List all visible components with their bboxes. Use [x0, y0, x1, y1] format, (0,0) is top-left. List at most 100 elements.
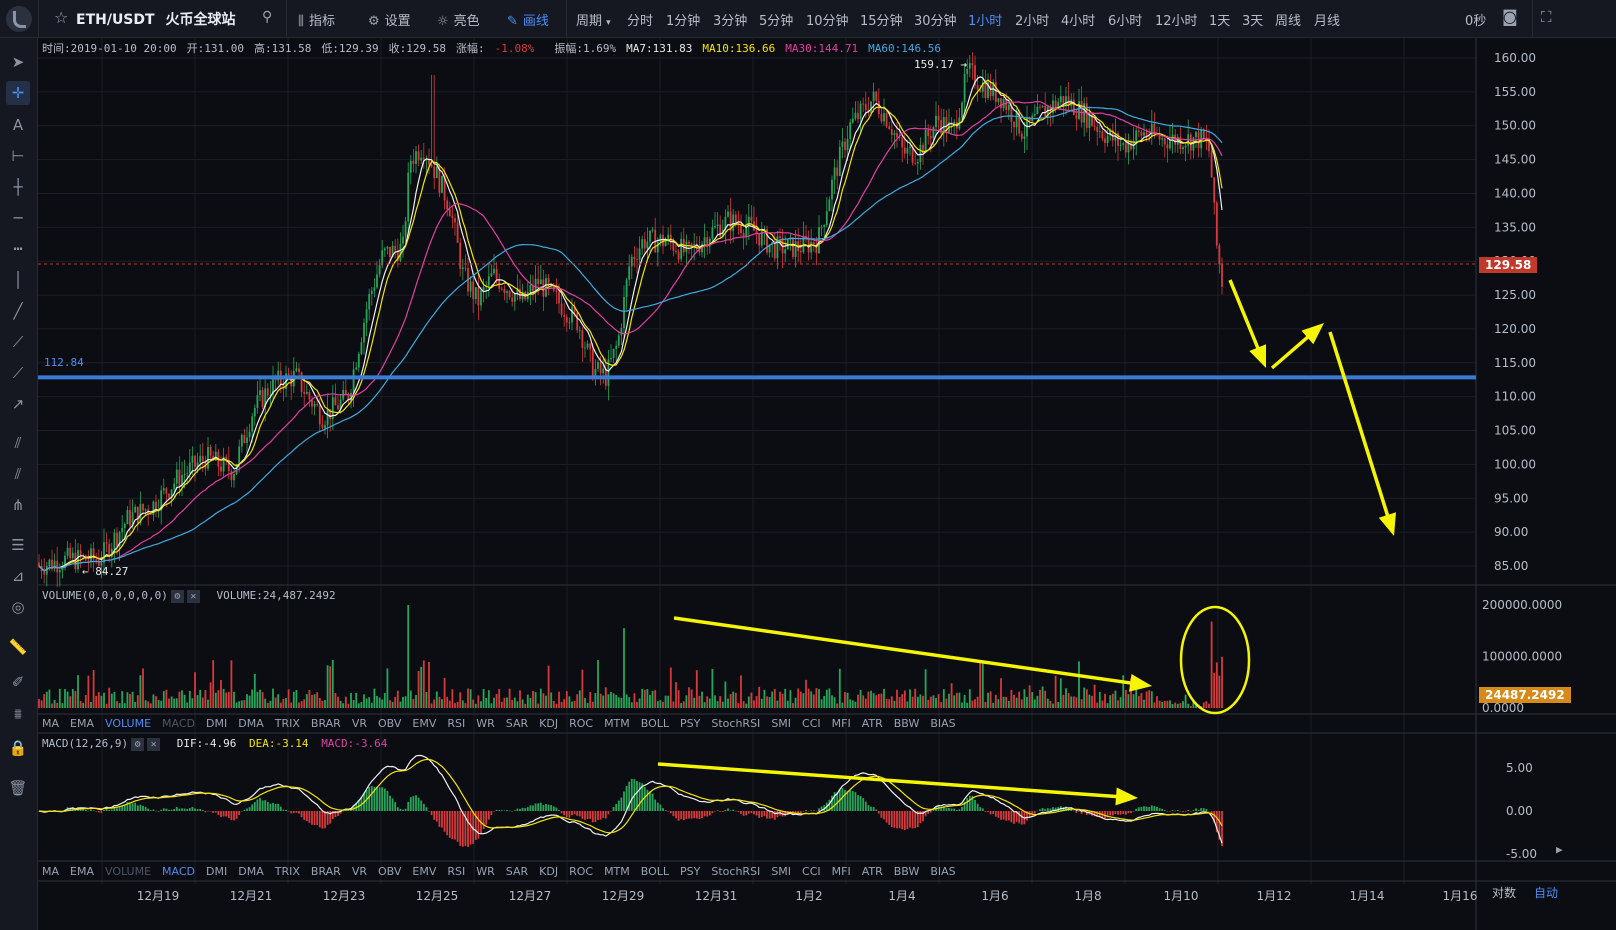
indicator-tab-emv[interactable]: EMV	[412, 717, 437, 730]
indicator-tab-volume[interactable]: VOLUME	[104, 717, 152, 730]
indicator-tab-mtm[interactable]: MTM	[604, 717, 630, 730]
period-item[interactable]: 12小时	[1155, 14, 1198, 29]
indicator-tab-atr[interactable]: ATR	[861, 717, 883, 730]
indicator-tab-mfi[interactable]: MFI	[831, 717, 851, 730]
indicator-tab-stochrsi[interactable]: StochRSI	[711, 717, 761, 730]
indicator-tab-kdj[interactable]: KDJ	[539, 717, 559, 730]
favorite-star-icon[interactable]: ☆	[54, 8, 69, 27]
parallel-channel-icon[interactable]: ⫽	[14, 434, 22, 452]
pattern-icon[interactable]: ⩩	[13, 705, 22, 723]
period-dropdown[interactable]: 周期 ▾	[576, 14, 611, 29]
scroll-right-icon[interactable]: ▶	[1556, 843, 1563, 856]
lock-icon[interactable]: 🔒	[8, 739, 28, 757]
crosshair-icon[interactable]: ✛	[6, 81, 30, 105]
indicator-button[interactable]: ⫼ 指标	[298, 14, 335, 29]
period-item[interactable]: 3分钟	[713, 14, 748, 29]
indicator-tab-brar[interactable]: BRAR	[310, 865, 341, 878]
close-icon[interactable]: ✕	[186, 589, 200, 603]
auto-scale-toggle[interactable]: 自动	[1534, 886, 1559, 900]
indicator-tab-rsi[interactable]: RSI	[447, 717, 466, 730]
indicator-tab-trix[interactable]: TRIX	[274, 865, 300, 878]
indicator-tab-dma[interactable]: DMA	[238, 717, 264, 730]
indicator-tab-roc[interactable]: ROC	[569, 865, 594, 878]
indicator-tab-macd[interactable]: MACD	[162, 717, 196, 730]
indicator-tab-mtm[interactable]: MTM	[604, 865, 630, 878]
gear-icon[interactable]: ⚙	[170, 589, 184, 603]
fibonacci-icon[interactable]: ☰	[11, 536, 25, 554]
period-item[interactable]: 6小时	[1108, 14, 1143, 29]
period-item[interactable]: 10分钟	[806, 14, 849, 29]
indicator-tab-wr[interactable]: WR	[476, 717, 495, 730]
indicator-tab-bias[interactable]: BIAS	[930, 865, 956, 878]
period-item[interactable]: 2小时	[1015, 14, 1050, 29]
indicator-tab-macd[interactable]: MACD	[162, 865, 196, 878]
horizontal-ray-icon[interactable]: ─	[13, 209, 23, 227]
cursor-arrow-icon[interactable]: ➤	[11, 53, 25, 71]
indicator-tab-atr[interactable]: ATR	[861, 865, 883, 878]
indicator-tab-dmi[interactable]: DMI	[206, 717, 228, 730]
indicator-tab-ma[interactable]: MA	[42, 865, 60, 878]
indicator-tab-mfi[interactable]: MFI	[831, 865, 851, 878]
indicator-tab-bbw[interactable]: BBW	[893, 865, 920, 878]
indicator-tab-vr[interactable]: VR	[351, 865, 367, 878]
indicator-tab-cci[interactable]: CCI	[802, 865, 821, 878]
draw-line-button[interactable]: ✎ 画线	[507, 14, 549, 29]
indicator-tab-psy[interactable]: PSY	[680, 717, 701, 730]
horizontal-segment-icon[interactable]: ⊢	[11, 147, 25, 165]
period-item[interactable]: 3天	[1242, 14, 1264, 29]
indicator-tab-psy[interactable]: PSY	[680, 865, 701, 878]
indicator-tab-kdj[interactable]: KDJ	[539, 865, 559, 878]
period-item[interactable]: 月线	[1314, 14, 1341, 29]
period-item[interactable]: 4小时	[1061, 14, 1096, 29]
indicator-tab-rsi[interactable]: RSI	[447, 865, 466, 878]
period-item[interactable]: 5分钟	[759, 14, 794, 29]
settings-button[interactable]: ⚙ 设置	[368, 14, 411, 29]
indicator-tab-wr[interactable]: WR	[476, 865, 495, 878]
period-item[interactable]: 30分钟	[914, 14, 957, 29]
indicator-tab-obv[interactable]: OBV	[378, 865, 402, 878]
segment-icon[interactable]: ⟋	[12, 364, 24, 382]
indicator-tab-stochrsi[interactable]: StochRSI	[711, 865, 761, 878]
period-item[interactable]: 周线	[1275, 14, 1302, 29]
log-scale-toggle[interactable]: 对数	[1492, 886, 1517, 900]
indicator-tab-sar[interactable]: SAR	[505, 865, 529, 878]
indicator-tab-cci[interactable]: CCI	[802, 717, 821, 730]
indicator-tab-obv[interactable]: OBV	[378, 717, 402, 730]
pitchfork-icon[interactable]: ⋔	[11, 496, 25, 514]
trash-icon[interactable]: 🗑	[8, 779, 28, 797]
indicator-tab-brar[interactable]: BRAR	[310, 717, 341, 730]
indicator-tab-boll[interactable]: BOLL	[640, 865, 670, 878]
indicator-tab-bbw[interactable]: BBW	[893, 717, 920, 730]
indicator-tab-vr[interactable]: VR	[351, 717, 367, 730]
fullscreen-icon[interactable]: ⛶	[1541, 8, 1552, 26]
price-line-icon[interactable]: ┅	[13, 240, 23, 258]
indicator-tab-smi[interactable]: SMI	[771, 865, 792, 878]
period-item[interactable]: 分时	[627, 14, 654, 29]
search-icon[interactable]: ⚲	[262, 9, 273, 25]
indicator-tab-ma[interactable]: MA	[42, 717, 60, 730]
indicator-tab-ema[interactable]: EMA	[70, 717, 94, 730]
brush-icon[interactable]: ✐	[11, 673, 25, 691]
vertical-line-icon[interactable]: │	[13, 271, 23, 289]
indicator-tab-volume[interactable]: VOLUME	[104, 865, 152, 878]
indicator-tab-boll[interactable]: BOLL	[640, 717, 670, 730]
hline-price-label[interactable]: 112.84	[44, 356, 84, 369]
camera-icon[interactable]: ◙	[1502, 7, 1518, 26]
kline-chart[interactable]: 160.00155.00150.00145.00140.00135.00130.…	[38, 38, 1616, 930]
indicator-tab-ema[interactable]: EMA	[70, 865, 94, 878]
brightness-button[interactable]: ☼ 亮色	[437, 14, 480, 29]
period-item[interactable]: 15分钟	[860, 14, 903, 29]
indicator-tab-sar[interactable]: SAR	[505, 717, 529, 730]
indicator-tab-trix[interactable]: TRIX	[274, 717, 300, 730]
indicator-tab-dma[interactable]: DMA	[238, 865, 264, 878]
indicator-tab-smi[interactable]: SMI	[771, 717, 792, 730]
period-item[interactable]: 1天	[1209, 14, 1231, 29]
period-item-active[interactable]: 1小时	[968, 14, 1003, 29]
period-item[interactable]: 1分钟	[666, 14, 701, 29]
indicator-tab-roc[interactable]: ROC	[569, 717, 594, 730]
indicator-tab-dmi[interactable]: DMI	[206, 865, 228, 878]
price-channel-icon[interactable]: ⫽	[14, 465, 22, 483]
gear-icon[interactable]: ⚙	[131, 737, 145, 751]
horizontal-line-icon[interactable]: ┼	[13, 178, 23, 196]
ruler-icon[interactable]: 📏	[8, 638, 28, 656]
